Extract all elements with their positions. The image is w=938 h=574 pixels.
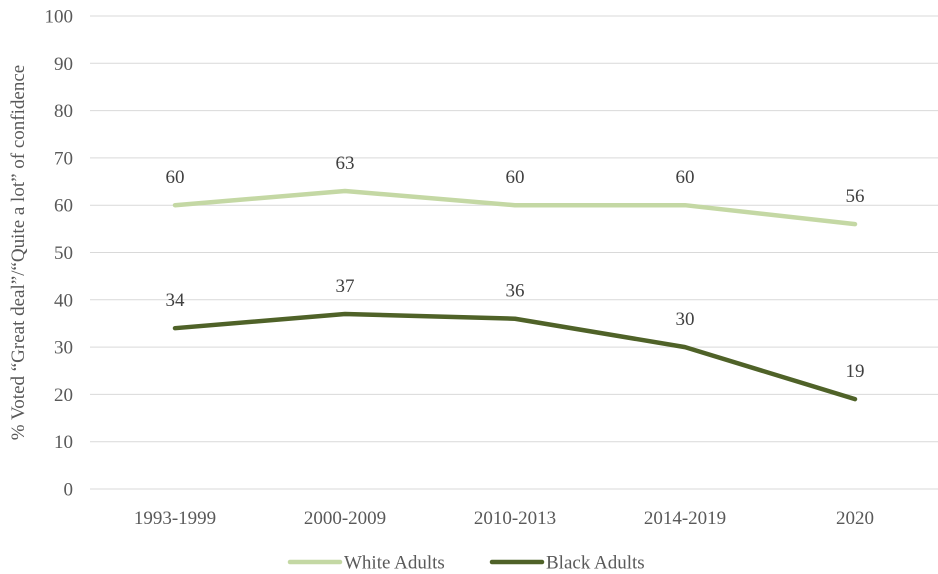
legend-label: White Adults	[344, 553, 445, 574]
y-tick-label: 90	[54, 54, 73, 75]
data-label: 60	[506, 167, 525, 188]
series-line-2	[172, 311, 858, 402]
y-tick-label: 10	[54, 432, 73, 453]
y-axis-label: % Voted “Great deal”/“Quite a lot” of co…	[8, 65, 29, 440]
data-label: 63	[336, 153, 355, 174]
legend: White Adults Black Adults	[287, 553, 645, 574]
x-tick-label: 2020	[836, 508, 874, 529]
y-axis-ticks: 0 10 20 30 40 50 60 70 80 90 100	[45, 7, 74, 501]
data-label: 34	[166, 290, 186, 311]
x-tick-label: 2000-2009	[304, 508, 386, 529]
y-tick-label: 30	[54, 338, 73, 359]
y-tick-label: 80	[54, 101, 73, 122]
x-tick-label: 2010-2013	[474, 508, 556, 529]
x-axis-ticks: 1993-1999 2000-2009 2010-2013 2014-2019 2020	[134, 508, 874, 529]
data-label: 56	[846, 186, 865, 207]
data-labels: 60 63 60 60 56 34 37 36 30 19	[166, 153, 865, 382]
y-tick-label: 50	[54, 243, 73, 264]
series-line-1	[172, 188, 858, 227]
data-label: 60	[676, 167, 695, 188]
data-label: 30	[676, 309, 695, 330]
data-label: 37	[336, 276, 355, 297]
data-label: 60	[166, 167, 185, 188]
y-tick-label: 100	[45, 7, 74, 28]
x-tick-label: 2014-2019	[644, 508, 726, 529]
gridlines	[90, 15, 938, 443]
data-label: 19	[846, 361, 865, 382]
legend-label: Black Adults	[546, 553, 645, 574]
y-tick-label: 40	[54, 290, 73, 311]
y-tick-label: 60	[54, 196, 73, 217]
x-tick-label: 1993-1999	[134, 508, 216, 529]
y-tick-label: 70	[54, 148, 73, 169]
series-lines	[172, 188, 858, 402]
data-label: 36	[506, 281, 525, 302]
y-tick-label: 0	[64, 480, 74, 501]
y-tick-label: 20	[54, 385, 73, 406]
